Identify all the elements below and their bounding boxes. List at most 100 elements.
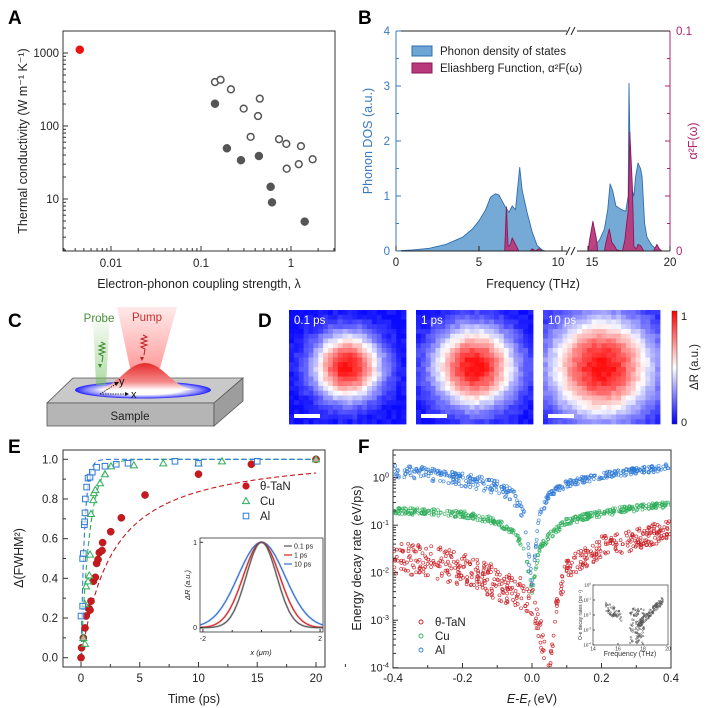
data-point-Al	[501, 490, 506, 494]
heatmap-pixel	[371, 371, 378, 377]
data-point-Al	[536, 521, 541, 525]
heatmap-pixel	[376, 419, 383, 425]
heatmap-pixel	[455, 409, 461, 415]
data-point-θ-TaN	[564, 569, 569, 573]
data-point-θ-TaN	[449, 555, 454, 560]
heatmap-pixel	[445, 405, 451, 411]
heatmap-pixel	[357, 352, 363, 358]
heatmap-pixel	[416, 333, 422, 339]
heatmap-pixel	[367, 343, 373, 349]
data-point-θ-TaN	[406, 568, 410, 573]
data-point-Cu	[537, 549, 542, 554]
heatmap-pixel	[498, 319, 505, 325]
heatmap-pixel	[562, 319, 568, 325]
heatmap-pixel	[323, 405, 329, 411]
data-point-Al	[470, 477, 475, 481]
heatmap-pixel	[582, 376, 588, 382]
data-point-Al	[523, 530, 528, 535]
inset-data-point	[636, 628, 639, 632]
data-point-Al	[471, 482, 476, 487]
data-point-θ-TaN	[539, 645, 543, 650]
heatmap-pixel	[621, 314, 627, 320]
heatmap-pixel	[298, 348, 305, 354]
heatmap-pixel	[503, 333, 510, 339]
heatmap-pixel	[528, 333, 534, 339]
inset-data-point	[612, 612, 615, 616]
data-point-θ-TaN	[637, 526, 642, 531]
heatmap-pixel	[547, 409, 554, 415]
data-point-θ-TaN	[609, 536, 614, 540]
inset-y-tick-label: 10-4	[583, 642, 591, 648]
heatmap-pixel	[420, 348, 427, 354]
heatmap-pixel	[655, 405, 661, 411]
heatmap-pixel	[621, 400, 627, 406]
x-tick-label: 15	[251, 673, 264, 685]
heatmap-pixel	[562, 362, 568, 368]
heatmap-pixel	[523, 338, 529, 344]
heatmap-pixel	[416, 348, 422, 354]
heatmap-pixel	[640, 390, 646, 396]
heatmap-pixel	[469, 314, 475, 320]
heatmap-pixel	[557, 352, 563, 358]
data-point-highlight	[75, 45, 85, 54]
data-point-θ-TaN	[597, 547, 602, 551]
heatmap-pixel	[601, 338, 607, 344]
heatmap-pixel	[552, 319, 559, 325]
data-point-θ-TaN	[444, 562, 448, 567]
data-point-Cu	[475, 518, 480, 523]
data-point-tan	[106, 527, 115, 536]
data-point-θ-TaN	[551, 633, 556, 638]
heatmap-pixel	[425, 348, 432, 354]
heatmap-pixel	[577, 319, 583, 325]
heatmap-pixel	[552, 352, 559, 358]
data-point-Al	[550, 492, 555, 497]
heatmap-pixel	[484, 414, 490, 420]
data-point-θ-TaN	[625, 543, 630, 548]
heatmap-pixel	[352, 376, 358, 382]
heatmap-pixel	[621, 409, 627, 415]
heatmap-pixel	[464, 333, 471, 339]
heatmap-pixel	[601, 405, 607, 411]
inset-data-point	[641, 616, 644, 619]
data-point-Cu	[431, 509, 436, 514]
heatmap-pixel	[528, 386, 534, 392]
heatmap-pixel	[645, 419, 651, 425]
inset-data-point	[617, 612, 620, 615]
inset-y-tick-label: 0	[193, 625, 197, 632]
heatmap-pixel	[342, 324, 348, 330]
data-point-Cu	[471, 511, 475, 516]
heatmap-pixel	[596, 376, 602, 382]
heatmap-pixel	[484, 367, 490, 373]
heatmap-pixel	[337, 343, 344, 349]
heatmap-pixel	[347, 338, 353, 344]
x-axis-label: Frequency (THz)	[486, 277, 580, 291]
heatmap-pixel	[435, 314, 441, 320]
heatmap-pixel	[489, 381, 495, 387]
heatmap-pixel	[376, 319, 383, 325]
heatmap-pixel	[503, 400, 510, 406]
data-point-θ-TaN	[480, 582, 485, 587]
heatmap-pixel	[474, 352, 480, 358]
data-point-Al	[533, 545, 538, 550]
data-point-Cu	[530, 591, 534, 595]
data-point-θ-TaN	[562, 564, 567, 569]
heatmap-pixel	[430, 386, 436, 392]
x-axis-label: Time (ps)	[168, 692, 220, 706]
heatmap-pixel	[650, 329, 656, 335]
data-point-Cu	[611, 509, 616, 513]
heatmap-pixel	[425, 419, 432, 425]
heatmap-pixel	[582, 367, 588, 373]
data-point-Al	[513, 503, 517, 508]
heatmap-pixel	[289, 324, 295, 330]
heatmap-pixel	[601, 343, 607, 349]
heatmap-pixel	[455, 357, 461, 363]
heatmap-pixel	[616, 395, 622, 401]
heatmap-pixel	[386, 371, 392, 377]
data-point-Al	[566, 484, 571, 489]
heatmap-pixel	[640, 367, 646, 373]
data-point-cu	[106, 461, 116, 470]
heatmap-pixel	[518, 405, 524, 411]
data-point-Al	[542, 506, 546, 511]
data-point-Al	[431, 477, 436, 481]
